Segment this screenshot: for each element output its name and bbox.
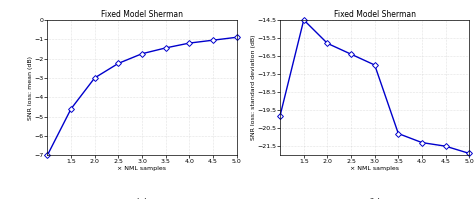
X-axis label: × NML samples: × NML samples xyxy=(350,166,399,171)
Y-axis label: SNR loss: standard deviation (dB): SNR loss: standard deviation (dB) xyxy=(251,35,255,140)
X-axis label: × NML samples: × NML samples xyxy=(118,166,166,171)
Title: Fixed Model Sherman: Fixed Model Sherman xyxy=(334,10,416,19)
Text: (b): (b) xyxy=(368,198,381,199)
Text: (a): (a) xyxy=(136,198,148,199)
Y-axis label: SNR loss: mean (dB): SNR loss: mean (dB) xyxy=(27,56,33,120)
Title: Fixed Model Sherman: Fixed Model Sherman xyxy=(101,10,183,19)
